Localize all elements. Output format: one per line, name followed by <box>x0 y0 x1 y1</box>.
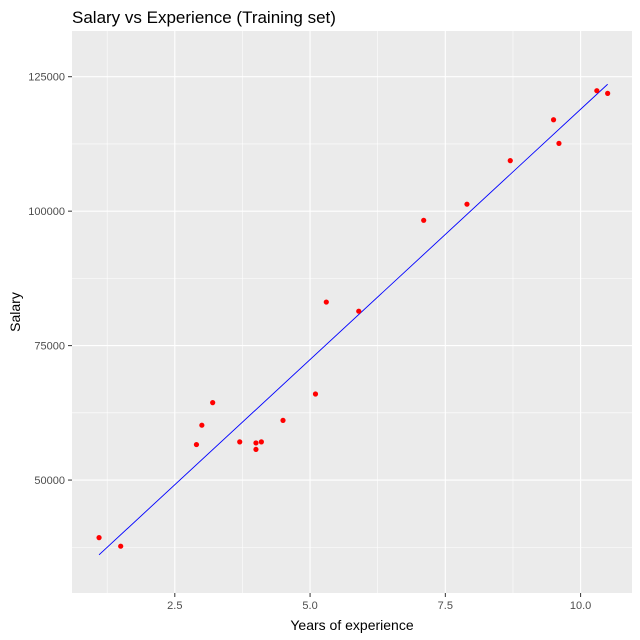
plot-panel <box>72 31 632 593</box>
data-point <box>464 201 470 207</box>
y-tick-label: 50000 <box>34 475 65 487</box>
grid-minor <box>72 31 632 593</box>
chart-title: Salary vs Experience (Training set) <box>72 8 336 27</box>
data-point <box>96 535 102 541</box>
data-point <box>605 90 611 96</box>
regression-line-layer <box>98 83 608 556</box>
x-tick-label: 10.0 <box>570 600 591 612</box>
data-points-layer <box>96 88 611 549</box>
data-point <box>118 543 124 549</box>
x-tick-label: 7.5 <box>438 600 453 612</box>
data-point <box>594 88 600 94</box>
y-tick-label: 100000 <box>28 206 65 218</box>
x-tick-label: 2.5 <box>167 600 182 612</box>
grid-major <box>72 31 632 593</box>
y-tick-label: 75000 <box>34 341 65 353</box>
y-tick-label: 125000 <box>28 72 65 84</box>
data-point <box>323 299 329 305</box>
data-point <box>507 158 513 164</box>
data-point <box>258 439 264 445</box>
data-point <box>421 217 427 223</box>
x-axis: 2.5 5.0 7.5 10.0 <box>167 593 591 612</box>
data-point <box>210 400 216 406</box>
data-point <box>253 446 259 453</box>
data-point <box>556 140 562 146</box>
data-point <box>550 117 557 123</box>
regression-line <box>98 83 608 556</box>
data-point <box>199 422 205 428</box>
data-point <box>237 439 243 445</box>
data-point <box>356 308 362 314</box>
y-axis-title: Salary <box>7 292 23 332</box>
data-point <box>193 441 200 448</box>
x-tick-label: 5.0 <box>302 600 317 612</box>
data-point <box>312 391 319 397</box>
data-point <box>253 440 259 446</box>
x-axis-title: Years of experience <box>290 617 413 633</box>
data-point <box>280 417 286 423</box>
y-axis: 50000 75000 100000 125000 <box>28 72 72 487</box>
